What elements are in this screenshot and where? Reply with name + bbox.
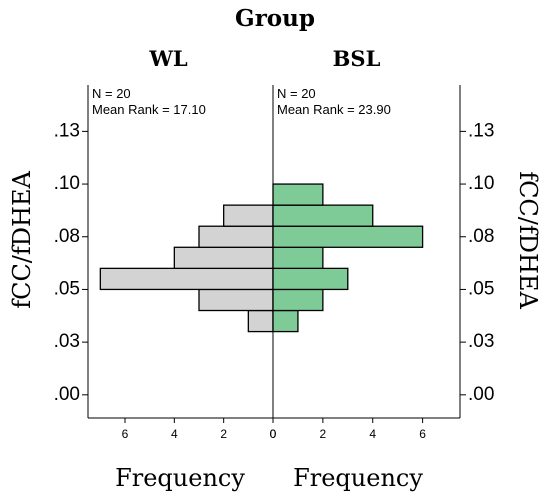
bar xyxy=(272,267,349,291)
y-tick-label-right: .03 xyxy=(468,331,494,352)
x-tick-label: 6 xyxy=(419,427,426,441)
bar xyxy=(247,309,274,333)
y-tick-label: .10 xyxy=(54,173,80,194)
x-axis-label: Frequency xyxy=(293,464,423,492)
annotation: N = 20 xyxy=(277,86,316,101)
y-tick-label-right: .13 xyxy=(468,120,494,141)
y-tick-label-right: .05 xyxy=(468,278,494,299)
annotation: N = 20 xyxy=(92,86,131,101)
bar xyxy=(272,288,324,312)
bar xyxy=(272,204,374,227)
bar xyxy=(198,288,274,312)
y-tick-label: .08 xyxy=(54,226,80,247)
y-axis-label-right: fCC/fDHEA xyxy=(514,171,542,309)
x-tick-label: 2 xyxy=(220,427,227,441)
series-name: WL xyxy=(148,46,188,71)
bar xyxy=(198,225,274,248)
x-tick-label: 0 xyxy=(270,427,277,441)
bar xyxy=(272,225,424,248)
bar xyxy=(99,267,274,291)
series-name: BSL xyxy=(333,46,381,71)
y-tick-label: .00 xyxy=(54,384,80,405)
x-tick-label: 4 xyxy=(171,427,178,441)
x-tick-label: 2 xyxy=(320,427,327,441)
y-tick-label-right: .10 xyxy=(468,173,494,194)
bar xyxy=(173,246,274,270)
y-tick-label: .13 xyxy=(54,120,80,141)
y-tick-label-right: .08 xyxy=(468,226,494,247)
annotation: Mean Rank = 17.10 xyxy=(92,102,206,117)
bar xyxy=(223,204,274,227)
bar xyxy=(272,246,324,270)
x-tick-label: 6 xyxy=(122,427,129,441)
y-tick-label-right: .00 xyxy=(468,384,494,405)
annotation: Mean Rank = 23.90 xyxy=(277,102,391,117)
chart-title: Group xyxy=(235,5,315,32)
y-axis-label: fCC/fDHEA xyxy=(8,171,36,309)
x-tick-label: 0 xyxy=(270,427,277,441)
y-tick-label: .03 xyxy=(54,331,80,352)
x-tick-label: 4 xyxy=(369,427,376,441)
bar xyxy=(272,309,299,333)
y-tick-label: .05 xyxy=(54,278,80,299)
x-axis-label: Frequency xyxy=(115,464,245,492)
bar xyxy=(272,183,324,206)
